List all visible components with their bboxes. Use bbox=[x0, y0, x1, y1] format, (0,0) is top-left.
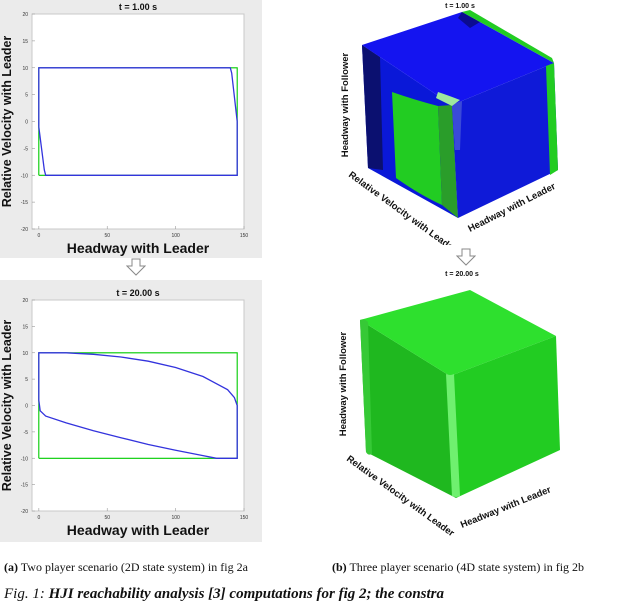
x-tick-label: 50 bbox=[104, 515, 110, 521]
figure-caption-text: HJI reachability analysis [3] computatio… bbox=[48, 586, 445, 602]
figure-caption: Fig. 1: HJI reachability analysis [3] co… bbox=[4, 586, 444, 603]
y-axis-label: Relative Velocity with Leader bbox=[0, 320, 14, 492]
x-tick-label: 50 bbox=[104, 233, 110, 239]
y-axis-label: Relative Velocity with Leader bbox=[0, 36, 14, 208]
x-axis-label: Headway with Leader bbox=[459, 484, 553, 531]
caption-b: (b) Three player scenario (4D state syst… bbox=[332, 560, 585, 574]
cube-edge-left bbox=[360, 319, 372, 455]
z-axis-label: Headway with Follower bbox=[338, 331, 349, 436]
x-tick-label: 100 bbox=[171, 515, 180, 521]
y-tick-label: -15 bbox=[21, 483, 28, 489]
x-tick-label: 0 bbox=[37, 515, 40, 521]
cube-edge-highlight bbox=[446, 374, 460, 497]
figure-caption-prefix: Fig. 1: bbox=[4, 586, 45, 602]
y-tick-label: 15 bbox=[22, 324, 28, 330]
y-tick-label: -15 bbox=[21, 200, 28, 206]
plot-area bbox=[31, 13, 245, 230]
y-tick-label: -20 bbox=[21, 509, 28, 515]
x-tick-label: 150 bbox=[240, 233, 249, 239]
down-arrow-icon bbox=[126, 258, 146, 276]
x-tick-label: 0 bbox=[37, 233, 40, 239]
cube-face-right bbox=[450, 336, 560, 498]
x-tick-label: 150 bbox=[240, 515, 249, 521]
cube-green-top-edge bbox=[462, 10, 554, 63]
x-tick-label: 100 bbox=[171, 233, 180, 239]
series-line-1 bbox=[38, 67, 238, 176]
caption-a: (a) Two player scenario (2D state system… bbox=[4, 560, 248, 574]
chart-title: t = 1.00 s bbox=[119, 2, 157, 12]
z-axis-label: Headway with Follower bbox=[340, 52, 351, 157]
plot-area bbox=[31, 299, 245, 512]
cube-face-left bbox=[360, 320, 456, 498]
down-arrow-icon bbox=[456, 248, 476, 266]
cube-green-left-shade bbox=[438, 105, 458, 218]
cube-face-top bbox=[362, 12, 554, 105]
y-tick-label: 0 bbox=[25, 120, 28, 126]
chart-title: t = 20.00 s bbox=[116, 288, 159, 298]
cube-face-right bbox=[452, 63, 558, 218]
y-tick-label: 5 bbox=[25, 377, 28, 383]
cube-green-left bbox=[392, 92, 442, 205]
y-tick-label: 0 bbox=[25, 404, 28, 410]
chart-title: t = 1.00 s bbox=[445, 3, 475, 10]
y-tick-label: 20 bbox=[22, 12, 28, 18]
y-tick-label: 20 bbox=[22, 298, 28, 304]
cube-shadow-left bbox=[362, 45, 383, 170]
cube-green-right bbox=[546, 63, 558, 175]
y-tick-label: -10 bbox=[21, 456, 28, 462]
cube-top-dark bbox=[458, 12, 480, 28]
y-tick-label: -5 bbox=[24, 146, 29, 152]
y-tick-label: -10 bbox=[21, 173, 28, 179]
cube-highlight bbox=[436, 92, 460, 106]
cube-face-top bbox=[360, 290, 556, 376]
x-axis-label: Headway with Leader bbox=[67, 240, 210, 256]
caption-a-text: Two player scenario (2D state system) in… bbox=[20, 560, 248, 574]
chart-2d-t1-panel: t = 1.00 s 20 15 10 5 0 -5 -10 -15 -20 0 50 100 150 He… bbox=[0, 0, 262, 258]
y-tick-label: 5 bbox=[25, 93, 28, 99]
y-tick-label: -20 bbox=[21, 227, 28, 233]
cube-face-mid bbox=[452, 101, 462, 150]
y-tick-label: 10 bbox=[22, 351, 28, 357]
series-line-1 bbox=[38, 352, 238, 459]
y-tick-label: 10 bbox=[22, 66, 28, 72]
y-tick-label: 15 bbox=[22, 39, 28, 45]
chart-2d-t20-panel: t = 20.00 s 20 15 10 5 0 -5 -10 -15 -20 0 50 100 150 H… bbox=[0, 280, 262, 542]
y-tick-label: -5 bbox=[24, 430, 29, 436]
chart-title: t = 20.00 s bbox=[445, 271, 479, 278]
caption-b-text: Three player scenario (4D state system) … bbox=[349, 560, 585, 574]
x-axis-label: Headway with Leader bbox=[67, 522, 210, 538]
